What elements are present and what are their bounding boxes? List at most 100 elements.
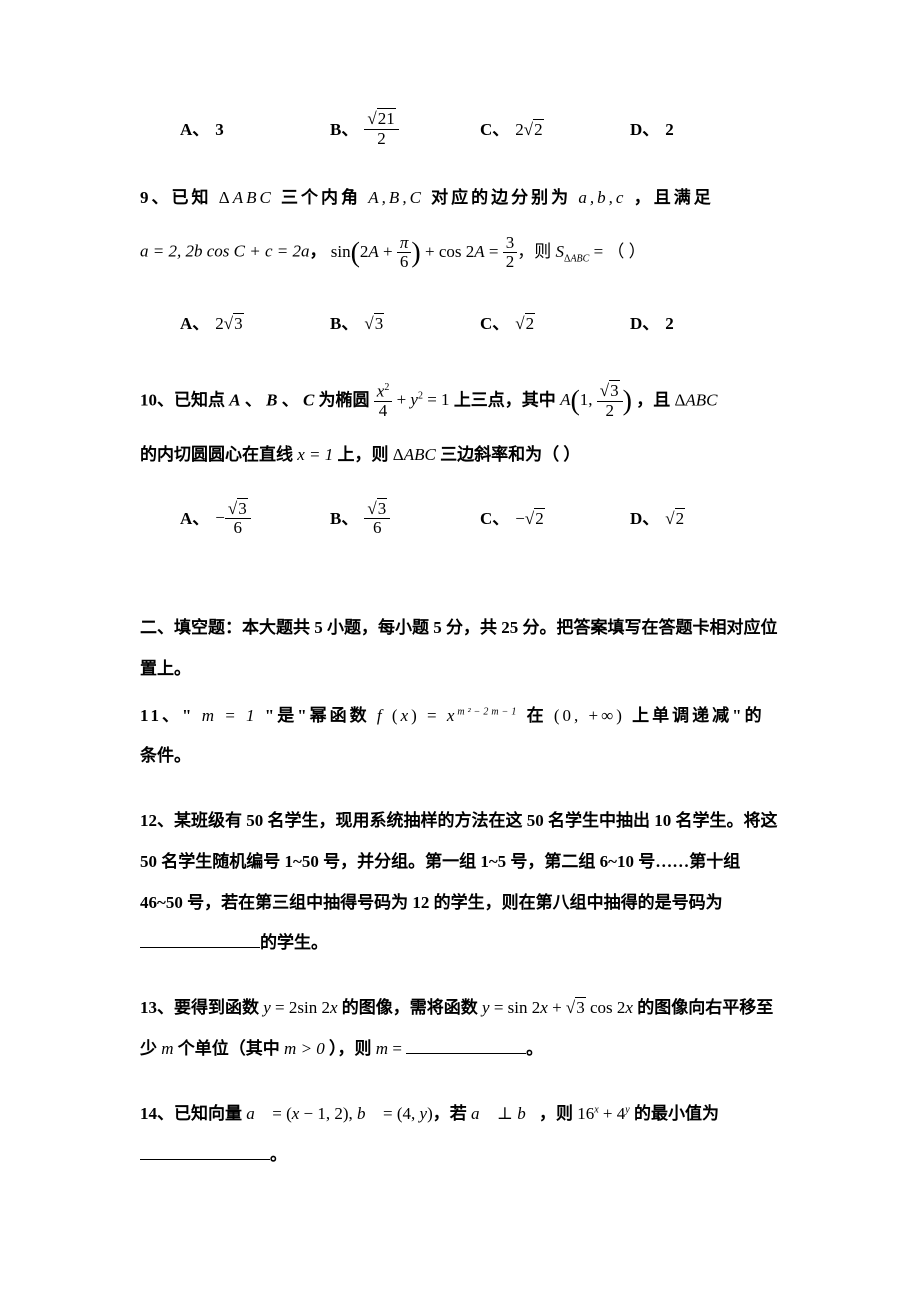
q13-eq: = (388, 1039, 406, 1058)
q10-pointA: A(1, √32) (560, 390, 636, 409)
q9-t1: 已知 (172, 188, 212, 207)
q13-blank (406, 1053, 526, 1054)
q9-option-b: B、 √3 (330, 310, 480, 337)
q14-perp: a⃗ ⊥ b⃗ (471, 1104, 539, 1123)
q10-t4: 的内切圆圆心在直线 (140, 445, 293, 464)
q10-b-value: √36 (364, 500, 390, 538)
q13-fn1: y = 2sin 2x (263, 998, 337, 1017)
q8-a-value: 3 (215, 116, 224, 143)
q10-tri2: ΔABC (393, 445, 436, 464)
q10-t3: ，且 (636, 390, 670, 409)
q9-sep2: ，则 (517, 242, 551, 261)
q10-line: x = 1 (297, 445, 333, 464)
q11-fn: f (x) = xm²−2m−1 (377, 706, 519, 725)
q10-c-value: −√2 (515, 505, 544, 532)
q14-blank (140, 1159, 270, 1160)
q9-line2: a = 2, 2b cos C + c = 2a， sin(2A + π6) +… (140, 219, 780, 286)
q10-t1: 为椭圆 (319, 390, 370, 409)
q10-t2: 上三点，其中 (454, 390, 556, 409)
q14: 14、已知向量 a⃗ = (x − 1, 2), b⃗ = (4, y)，若 a… (140, 1094, 780, 1176)
q8-c-value: 2√2 (515, 116, 543, 143)
q8-option-a: A、 3 (180, 110, 330, 148)
q14-va: a⃗ = (x − 1, 2), b⃗ = (4, y) (246, 1104, 432, 1123)
q14-t3: 的最小值为 (634, 1104, 719, 1123)
q14-num: 14、已知向量 (140, 1104, 242, 1123)
q10-sep2: 、 (277, 390, 298, 409)
q10-d-label: D、 (630, 505, 659, 532)
q13: 13、要得到函数 y = 2sin 2x 的图像，需将函数 y = sin 2x… (140, 988, 780, 1070)
q9-t3: 对应的边分别为 (431, 188, 571, 207)
q8-b-value: √212 (364, 110, 398, 148)
q8-d-label: D、 (630, 116, 659, 143)
q9-s: SΔABC (556, 242, 590, 261)
q10-line1: 10、已知点 A 、 B 、 C 为椭圆 x24 + y2 = 1 上三点，其中… (140, 368, 780, 435)
q11-t1: "是"幂函数 (265, 706, 370, 725)
q10-sep1: 、 (241, 390, 262, 409)
q14-end: 。 (270, 1145, 287, 1164)
q11-number: 11、" (140, 706, 195, 725)
q13-num: 13、要得到函数 (140, 998, 259, 1017)
q13-t4: ），则 (329, 1039, 372, 1058)
q14-t1: ，若 (433, 1104, 467, 1123)
q9-d-label: D、 (630, 310, 659, 337)
q9-tri: ΔABC (219, 188, 274, 207)
q9-eq: = （ ） (594, 242, 646, 261)
q10-a-label: A、 (180, 505, 209, 532)
q10-a-value: −√36 (215, 500, 250, 538)
q11-t4: 条件。 (140, 746, 191, 765)
q12: 12、某班级有 50 名学生，现用系统抽样的方法在这 50 名学生中抽出 10 … (140, 801, 780, 964)
q10-A: A (229, 390, 240, 409)
q9-angles: A,B,C (368, 188, 424, 207)
q11-meq: m = 1 (202, 706, 258, 725)
q12-blank (140, 947, 260, 948)
q11-interval: (0, +∞) (554, 706, 625, 725)
q13-t1: 的图像，需将函数 (342, 998, 478, 1017)
q13-cond: m > 0 (284, 1039, 325, 1058)
section2-header: 二、填空题：本大题共 5 小题，每小题 5 分，共 25 分。把答案填写在答题卡… (140, 608, 780, 690)
q10-ellipse: x24 + y2 = 1 (374, 390, 454, 409)
q9-option-a: A、 2√3 (180, 310, 330, 337)
q10-c-label: C、 (480, 505, 509, 532)
q13-m: m (161, 1039, 173, 1058)
q9-line1: 9、已知 ΔABC 三个内角 A,B,C 对应的边分别为 a,b,c ，且满足 (140, 178, 780, 219)
q9-b-label: B、 (330, 310, 358, 337)
q10-t6: 三边斜率和为（ ） (440, 445, 580, 464)
q9-option-c: C、 √2 (480, 310, 630, 337)
q8-options: A、 3 B、 √212 C、 2√2 D、 2 (180, 110, 780, 148)
q10-C: C (303, 390, 314, 409)
q11-t2: 在 (527, 706, 547, 725)
q8-b-label: B、 (330, 116, 358, 143)
q9-a-label: A、 (180, 310, 209, 337)
q9-option-d: D、 2 (630, 310, 780, 337)
q9-c-label: C、 (480, 310, 509, 337)
q9-options: A、 2√3 B、 √3 C、 √2 D、 2 (180, 310, 780, 337)
q10-d-value: √2 (665, 505, 685, 532)
q8-option-c: C、 2√2 (480, 110, 630, 148)
q9-expr2: sin(2A + π6) + cos 2A = 32 ，则 SΔABC = （ … (331, 242, 646, 261)
q11-line1: 11、" m = 1 "是"幂函数 f (x) = xm²−2m−1 在 (0,… (140, 696, 780, 737)
q9-t2: 三个内角 (281, 188, 361, 207)
q9-b-value: √3 (364, 310, 384, 337)
q9-d-value: 2 (665, 310, 674, 337)
q9-sides: a,b,c (578, 188, 626, 207)
q10-option-a: A、 −√36 (180, 500, 330, 538)
q12-end: 的学生。 (260, 933, 328, 952)
q10-line2: 的内切圆圆心在直线 x = 1 上，则 ΔABC 三边斜率和为（ ） (140, 435, 780, 476)
q8-d-value: 2 (665, 116, 674, 143)
q9-sep1: ， (309, 242, 326, 261)
q10-tri: ΔABC (674, 390, 717, 409)
q9-a-value: 2√3 (215, 310, 243, 337)
q13-end: 。 (526, 1039, 543, 1058)
q14-t2: ，则 (539, 1104, 573, 1123)
q8-option-b: B、 √212 (330, 110, 480, 148)
q11-line2: 条件。 (140, 736, 780, 777)
q13-fn2: y = sin 2x + √3 cos 2x (482, 997, 633, 1017)
q10-option-b: B、 √36 (330, 500, 480, 538)
q9-c-value: √2 (515, 310, 535, 337)
q10-option-c: C、 −√2 (480, 500, 630, 538)
q8-option-d: D、 2 (630, 110, 780, 148)
q14-expr: 16x + 4y (577, 1104, 630, 1123)
q10-B: B (266, 390, 277, 409)
q10-t5: 上，则 (338, 445, 389, 464)
q12-text: 12、某班级有 50 名学生，现用系统抽样的方法在这 50 名学生中抽出 10 … (140, 811, 778, 912)
